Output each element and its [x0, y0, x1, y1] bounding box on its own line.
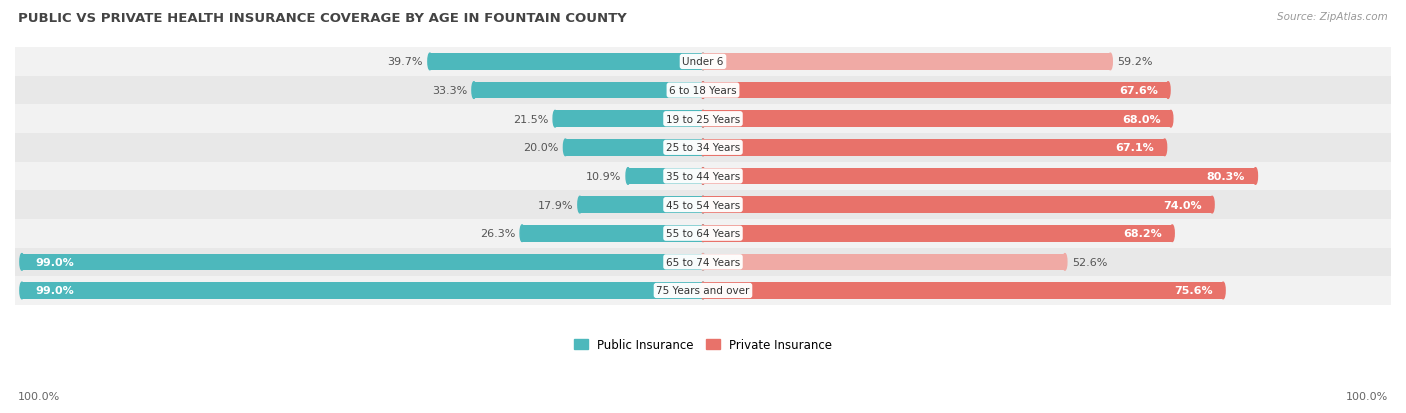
Circle shape — [702, 254, 704, 271]
Text: 68.0%: 68.0% — [1122, 114, 1160, 124]
Bar — [703, 254, 1064, 271]
Circle shape — [702, 140, 704, 156]
Text: 52.6%: 52.6% — [1071, 257, 1107, 267]
Bar — [15, 276, 1391, 305]
Bar — [522, 225, 703, 242]
Circle shape — [1163, 140, 1167, 156]
Circle shape — [1170, 225, 1174, 242]
Bar — [15, 248, 1391, 276]
Bar — [703, 54, 1111, 71]
Bar — [703, 225, 1173, 242]
Bar — [703, 111, 1171, 128]
Circle shape — [702, 83, 704, 99]
Circle shape — [20, 254, 24, 271]
Bar — [22, 254, 703, 271]
Text: 33.3%: 33.3% — [432, 86, 467, 96]
Circle shape — [702, 54, 704, 71]
Text: 55 to 64 Years: 55 to 64 Years — [666, 229, 740, 239]
Circle shape — [702, 197, 704, 214]
Bar — [703, 168, 1256, 185]
Bar — [703, 197, 1212, 214]
Text: Source: ZipAtlas.com: Source: ZipAtlas.com — [1277, 12, 1388, 22]
Circle shape — [702, 83, 704, 99]
Text: 21.5%: 21.5% — [513, 114, 548, 124]
Text: PUBLIC VS PRIVATE HEALTH INSURANCE COVERAGE BY AGE IN FOUNTAIN COUNTY: PUBLIC VS PRIVATE HEALTH INSURANCE COVER… — [18, 12, 627, 25]
Bar — [703, 140, 1164, 156]
Circle shape — [564, 140, 568, 156]
Legend: Public Insurance, Private Insurance: Public Insurance, Private Insurance — [569, 333, 837, 356]
Circle shape — [702, 54, 704, 71]
Text: 68.2%: 68.2% — [1123, 229, 1161, 239]
Circle shape — [702, 254, 704, 271]
Bar — [474, 83, 703, 99]
Circle shape — [702, 225, 704, 242]
Circle shape — [1222, 282, 1225, 299]
Text: Under 6: Under 6 — [682, 57, 724, 67]
Bar — [579, 197, 703, 214]
Text: 99.0%: 99.0% — [35, 257, 75, 267]
Text: 39.7%: 39.7% — [388, 57, 423, 67]
Text: 100.0%: 100.0% — [18, 391, 60, 401]
Bar — [555, 111, 703, 128]
Bar — [22, 282, 703, 299]
Circle shape — [1211, 197, 1215, 214]
Text: 10.9%: 10.9% — [586, 171, 621, 182]
Text: 75 Years and over: 75 Years and over — [657, 286, 749, 296]
Circle shape — [1108, 54, 1112, 71]
Circle shape — [553, 111, 557, 128]
Bar — [703, 282, 1223, 299]
Text: 35 to 44 Years: 35 to 44 Years — [666, 171, 740, 182]
Text: 59.2%: 59.2% — [1118, 57, 1153, 67]
Text: 65 to 74 Years: 65 to 74 Years — [666, 257, 740, 267]
Circle shape — [702, 140, 704, 156]
Bar — [628, 168, 703, 185]
Bar — [15, 76, 1391, 105]
Bar — [565, 140, 703, 156]
Text: 6 to 18 Years: 6 to 18 Years — [669, 86, 737, 96]
Circle shape — [427, 54, 432, 71]
Bar — [15, 48, 1391, 76]
Bar — [15, 162, 1391, 191]
Circle shape — [1168, 111, 1173, 128]
Circle shape — [702, 282, 704, 299]
Circle shape — [20, 282, 24, 299]
Bar — [430, 54, 703, 71]
Circle shape — [472, 83, 475, 99]
Circle shape — [702, 168, 704, 185]
Circle shape — [626, 168, 630, 185]
Text: 19 to 25 Years: 19 to 25 Years — [666, 114, 740, 124]
Text: 25 to 34 Years: 25 to 34 Years — [666, 143, 740, 153]
Circle shape — [702, 197, 704, 214]
Circle shape — [1254, 168, 1257, 185]
Text: 20.0%: 20.0% — [523, 143, 558, 153]
Bar — [15, 134, 1391, 162]
Circle shape — [1166, 83, 1170, 99]
Text: 45 to 54 Years: 45 to 54 Years — [666, 200, 740, 210]
Text: 75.6%: 75.6% — [1174, 286, 1213, 296]
Circle shape — [702, 168, 704, 185]
Text: 99.0%: 99.0% — [35, 286, 75, 296]
Text: 80.3%: 80.3% — [1206, 171, 1246, 182]
Text: 67.1%: 67.1% — [1115, 143, 1154, 153]
Circle shape — [578, 197, 582, 214]
Circle shape — [702, 111, 704, 128]
Circle shape — [1063, 254, 1067, 271]
Text: 26.3%: 26.3% — [479, 229, 515, 239]
Circle shape — [702, 111, 704, 128]
Circle shape — [702, 282, 704, 299]
Bar — [15, 219, 1391, 248]
Bar — [703, 83, 1168, 99]
Bar — [15, 191, 1391, 219]
Text: 74.0%: 74.0% — [1163, 200, 1202, 210]
Bar — [15, 105, 1391, 134]
Circle shape — [702, 225, 704, 242]
Circle shape — [520, 225, 524, 242]
Text: 17.9%: 17.9% — [537, 200, 574, 210]
Text: 100.0%: 100.0% — [1346, 391, 1388, 401]
Text: 67.6%: 67.6% — [1119, 86, 1157, 96]
